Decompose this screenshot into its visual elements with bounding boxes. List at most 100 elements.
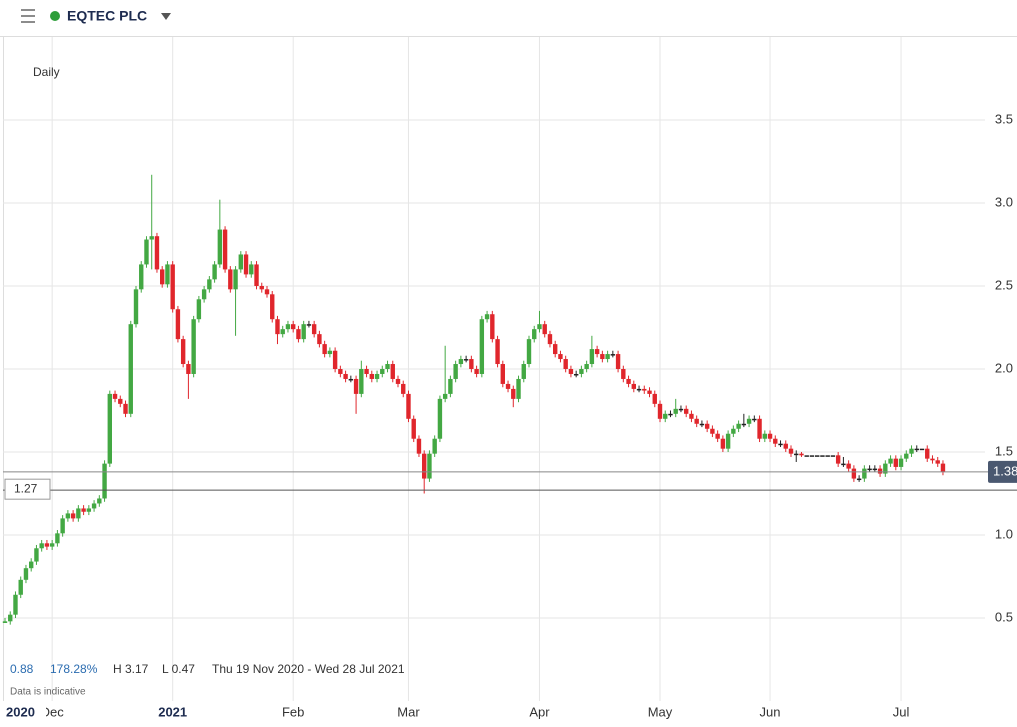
candle-body [448, 378, 453, 394]
candle-body [191, 319, 196, 374]
candle-body [70, 513, 76, 519]
candle-body [621, 369, 626, 379]
candle-body [338, 369, 343, 374]
candle-body [537, 324, 542, 330]
candle-body [684, 408, 689, 414]
candle-body [270, 294, 275, 320]
candle-body [804, 455, 809, 457]
candle-body [259, 286, 264, 290]
candle-body [715, 433, 720, 439]
candle-body [600, 354, 605, 360]
candle-body [647, 390, 652, 394]
candle-body [222, 229, 228, 270]
candle-body [264, 289, 270, 295]
last-price-label: 1.38 [993, 463, 1017, 478]
candle-body [332, 350, 338, 369]
candle-body [406, 393, 411, 419]
reference-label: 1.27 [14, 481, 38, 495]
candle-body [558, 354, 563, 360]
low-stat: L 0.47 [162, 662, 195, 676]
candle-body [594, 349, 600, 355]
candle-body [254, 264, 259, 286]
candle-body [212, 264, 217, 280]
candle-body [249, 264, 254, 275]
candle-body [280, 329, 285, 335]
dropdown-arrow[interactable] [161, 13, 171, 20]
candle-body [385, 364, 390, 369]
candle-body [663, 413, 668, 419]
candle-body [794, 453, 799, 456]
change-pct: 178.28% [50, 662, 98, 676]
menu-icon[interactable] [21, 9, 35, 23]
candle-body [678, 408, 684, 411]
candle-body [175, 309, 181, 340]
candle-body [778, 443, 783, 446]
candle-body [505, 383, 511, 389]
candle-body [830, 455, 836, 457]
candle-body [914, 448, 919, 451]
candle-body [243, 254, 249, 275]
candle-body [631, 383, 636, 389]
header-bar [0, 0, 1017, 36]
candle-body [809, 455, 815, 457]
candle-body [542, 324, 547, 335]
x-tick-label: Dec [41, 704, 65, 719]
candle-body [128, 324, 133, 414]
candle-body [306, 324, 312, 326]
candle-body [65, 513, 71, 519]
status-dot [50, 11, 60, 21]
candle-body [170, 264, 175, 310]
candle-body [940, 463, 946, 472]
candle-body [442, 393, 448, 399]
candle-body [34, 548, 39, 562]
candle-body [285, 324, 291, 330]
candle-body [720, 438, 726, 449]
candle-body [657, 403, 663, 419]
candle-body [526, 339, 532, 365]
instrument-title[interactable]: EQTEC PLC [67, 8, 147, 24]
candle-body [343, 373, 348, 379]
candle-body [746, 418, 752, 424]
year-label-bg [0, 703, 46, 725]
candle-body [668, 413, 673, 416]
y-tick-label: 1.5 [995, 443, 1013, 458]
candle-body [862, 468, 867, 479]
candle-body [815, 455, 820, 457]
y-tick-label: 3.5 [995, 111, 1013, 126]
candle-body [416, 438, 422, 454]
candle-body [369, 373, 374, 379]
candle-body [238, 254, 243, 270]
candle-body [458, 359, 464, 365]
candle-body [374, 373, 380, 379]
candle-body [149, 236, 154, 240]
candle-body [589, 349, 595, 365]
candle-body [186, 364, 191, 374]
disclaimer: Data is indicative [10, 687, 86, 698]
candle-body [773, 438, 778, 444]
candle-body [233, 269, 238, 290]
candle-body [275, 319, 280, 335]
candle-body [725, 433, 731, 449]
candle-body [154, 236, 160, 270]
candle-body [118, 398, 123, 404]
candle-body [872, 468, 878, 471]
candle-body [411, 418, 416, 439]
candle-body [521, 364, 526, 379]
candle-body [44, 543, 50, 547]
candle-body [516, 378, 521, 399]
candle-body [327, 350, 333, 355]
candle-body [311, 324, 317, 335]
candle-body [741, 423, 747, 426]
candle-body [919, 448, 925, 451]
date-range: Thu 19 Nov 2020 - Wed 28 Jul 2021 [212, 662, 405, 676]
candle-body [18, 579, 23, 595]
candle-body [767, 433, 773, 439]
candle-body [123, 403, 128, 414]
candle-body [652, 393, 657, 404]
candle-body [642, 388, 647, 391]
change: 0.88 [10, 662, 34, 676]
candle-body [76, 508, 81, 519]
interval-label: Daily [33, 65, 60, 79]
candle-body [2, 621, 8, 623]
